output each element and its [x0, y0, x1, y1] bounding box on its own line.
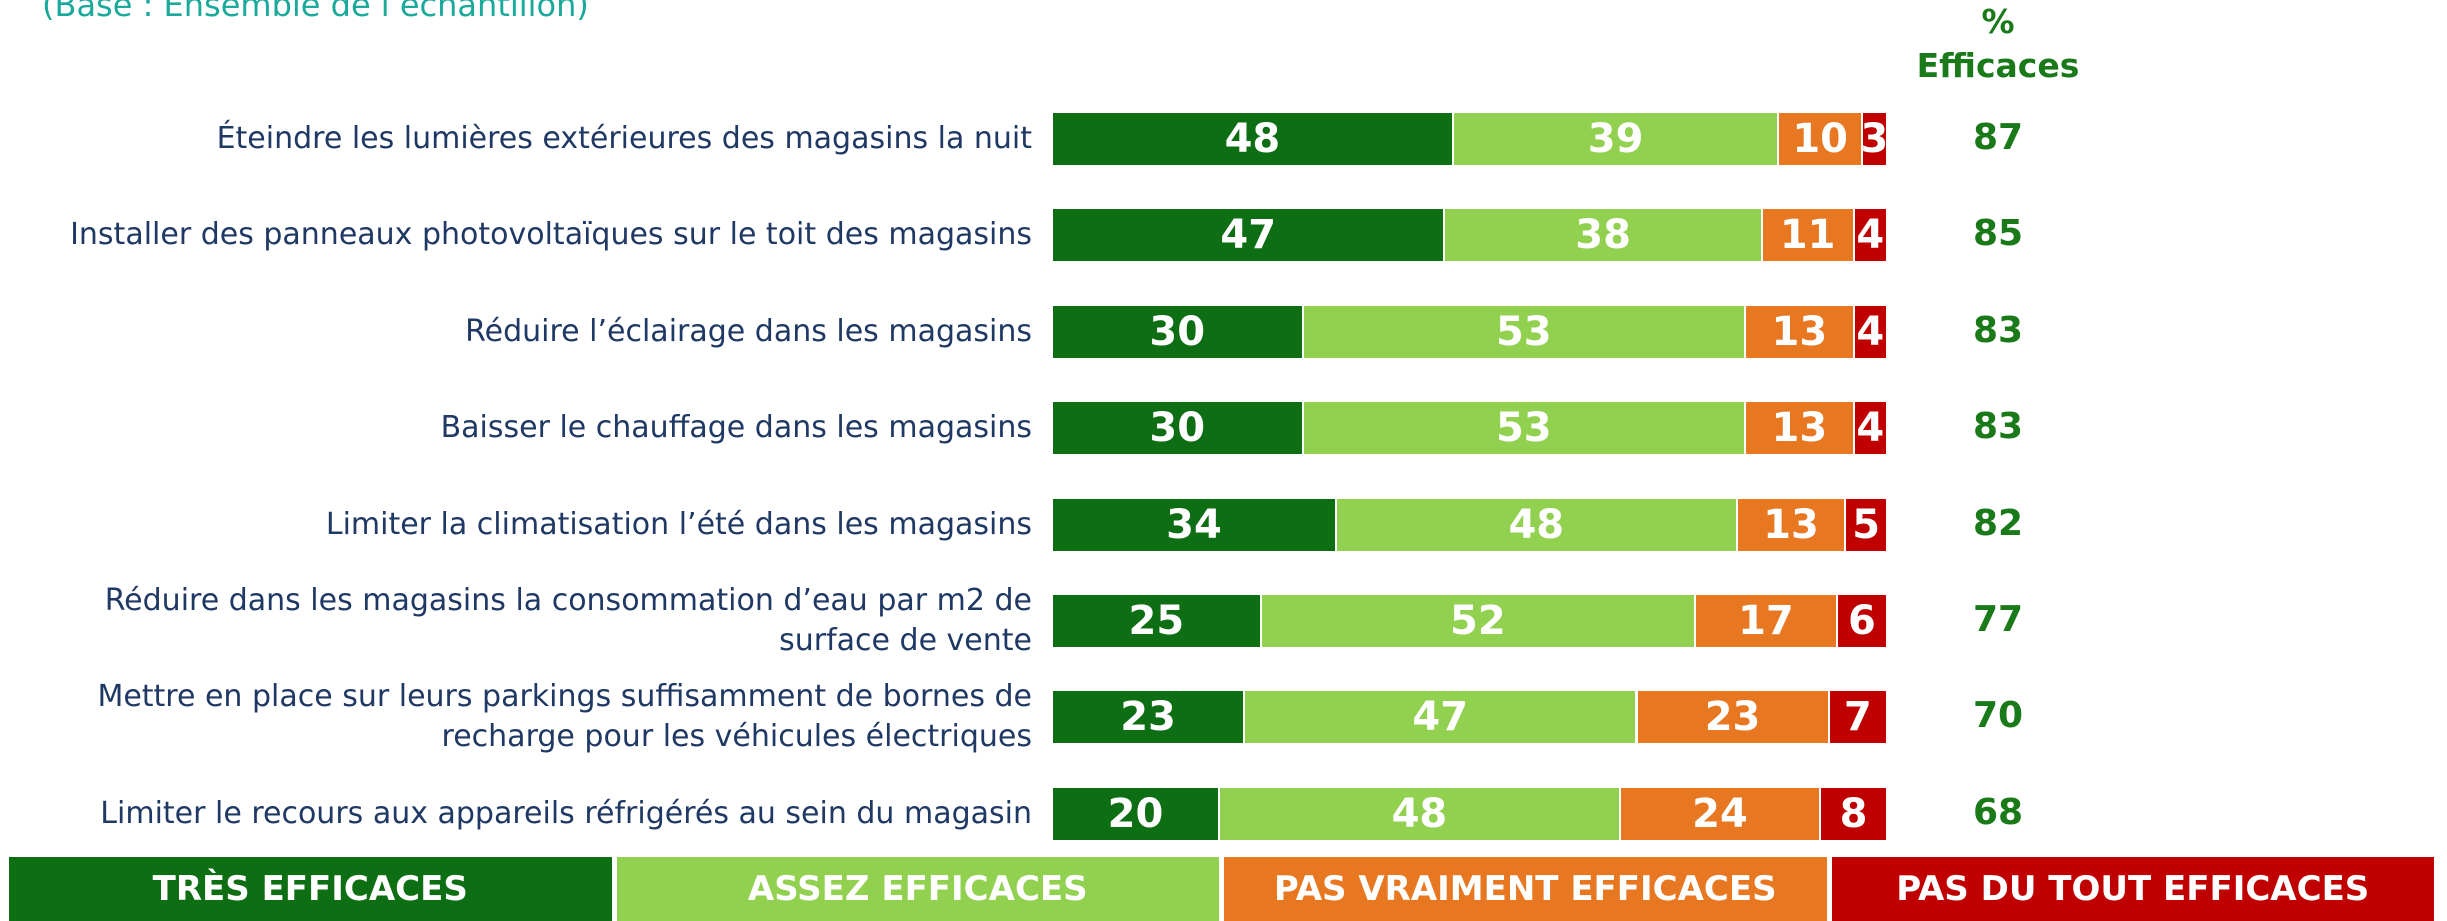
category-label: Réduire dans les magasins la consommatio…: [104, 583, 1032, 658]
bar-segment: 13: [1746, 305, 1855, 358]
value-label: 13: [1771, 405, 1828, 452]
bar-segment: 48: [1220, 787, 1621, 840]
bar-segment: 4: [1854, 209, 1888, 262]
bar-segment: 6: [1837, 595, 1888, 647]
category-label: Limiter le recours aux appareils réfrigé…: [100, 795, 1032, 831]
bar-segment: 39: [1453, 113, 1780, 165]
bar-segment: 25: [1053, 595, 1262, 647]
value-label: 48: [1391, 790, 1448, 837]
bar-segment: 48: [1336, 498, 1738, 551]
bar-segment: 8: [1821, 787, 1888, 840]
value-label: 17: [1738, 598, 1794, 644]
bar-segment: 13: [1746, 402, 1855, 455]
value-label: 30: [1149, 308, 1206, 355]
bar-segment: 38: [1445, 209, 1763, 262]
value-label: 4: [1856, 308, 1885, 355]
value-label: 30: [1149, 405, 1206, 452]
bar-segment: 13: [1737, 498, 1847, 551]
value-label: 3: [1863, 116, 1886, 162]
bar-segment: 23: [1053, 691, 1246, 744]
bar-segment: 34: [1053, 498, 1337, 551]
legend-entry: PAS DU TOUT EFFICACES: [1831, 857, 2434, 921]
value-label: 34: [1166, 501, 1222, 548]
total-value: 70: [1972, 695, 2024, 737]
value-label: 47: [1220, 212, 1277, 259]
bar-segment: 53: [1303, 402, 1747, 455]
bar-segment: 7: [1829, 691, 1888, 744]
bar-segment: 30: [1053, 305, 1304, 358]
legend-entry: PAS VRAIMENT EFFICACES: [1224, 857, 1827, 921]
bar-segment: 5: [1846, 498, 1888, 551]
value-label: 10: [1792, 116, 1849, 162]
bar-segment: 24: [1620, 787, 1822, 840]
legend-entry: ASSEZ EFFICACES: [616, 857, 1219, 921]
value-label: 23: [1704, 694, 1761, 741]
bar-segment: 20: [1053, 787, 1220, 840]
value-label: 48: [1224, 116, 1281, 162]
category-label: Installer des panneaux photovoltaïques s…: [70, 217, 1032, 253]
bar-segment: 3: [1862, 113, 1888, 165]
value-label: 38: [1575, 212, 1631, 259]
total-value: 83: [1972, 309, 2024, 351]
category-label: Éteindre les lumières extérieures des ma…: [216, 121, 1032, 156]
value-label: 25: [1128, 598, 1185, 644]
value-label: 39: [1587, 116, 1644, 162]
bar-segment: 30: [1053, 402, 1304, 455]
value-label: 8: [1839, 790, 1868, 837]
value-label: 4: [1856, 405, 1885, 452]
bar-segment: 10: [1779, 113, 1863, 165]
value-label: 20: [1107, 790, 1164, 837]
value-label: 7: [1843, 694, 1872, 741]
subtitle: (Base : Ensemble de l’échantillon): [42, 0, 589, 24]
value-label: 11: [1779, 212, 1836, 259]
legend-entry: TRÈS EFFICACES: [9, 857, 612, 921]
category-label: Limiter la climatisation l’été dans les …: [325, 506, 1032, 542]
value-label: 53: [1495, 405, 1552, 452]
category-label: Mettre en place sur leurs parkings suffi…: [97, 679, 1032, 755]
value-label: 47: [1412, 694, 1469, 741]
bar-segment: 47: [1053, 209, 1446, 262]
value-label: 6: [1848, 598, 1876, 644]
total-value: 83: [1972, 406, 2024, 448]
value-label: 53: [1495, 308, 1552, 355]
total-value: 77: [1972, 599, 2024, 640]
bar-segment: 17: [1695, 595, 1838, 647]
bar-segment: 52: [1261, 595, 1696, 647]
value-label: 4: [1856, 212, 1885, 259]
value-label: 24: [1692, 790, 1748, 837]
bar-segment: 53: [1303, 305, 1747, 358]
value-label: 48: [1508, 501, 1565, 548]
category-label: Baisser le chauffage dans les magasins: [440, 410, 1032, 446]
bar-segment: 47: [1245, 691, 1638, 744]
bar-segment: 11: [1762, 209, 1855, 262]
total-value: 87: [1972, 117, 2024, 158]
bar-segment: 48: [1053, 113, 1454, 165]
bar-segment: 23: [1637, 691, 1830, 744]
total-value: 68: [1972, 791, 2024, 833]
bar-segment: 4: [1854, 402, 1888, 455]
category-label: Réduire l’éclairage dans les magasins: [465, 313, 1032, 349]
value-label: 5: [1852, 501, 1881, 548]
total-value: 82: [1972, 502, 2024, 544]
total-header: % Efficaces: [1916, 2, 2080, 85]
value-label: 13: [1763, 501, 1819, 548]
total-value: 85: [1972, 213, 2024, 255]
value-label: 13: [1771, 308, 1828, 355]
bar-segment: 4: [1854, 305, 1888, 358]
value-label: 52: [1450, 598, 1506, 644]
value-label: 23: [1120, 694, 1176, 741]
